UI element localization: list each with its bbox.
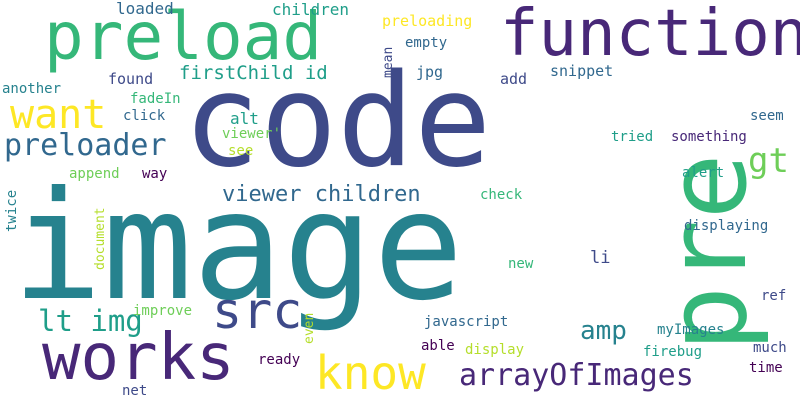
- word-twice: twice: [4, 189, 20, 232]
- word-loaded: loaded: [116, 0, 174, 18]
- word-children: children: [272, 0, 350, 19]
- word-ready: ready: [258, 352, 301, 368]
- word-empty: empty: [405, 35, 448, 51]
- word-works: works: [42, 321, 235, 395]
- word-image: image: [12, 160, 464, 334]
- word-ref: ref: [761, 288, 787, 304]
- word-preload: preload: [44, 0, 323, 75]
- word-firebug: firebug: [643, 344, 703, 360]
- word-myImages: myImages: [657, 322, 725, 338]
- word-function: function: [500, 0, 800, 71]
- word-amp: amp: [580, 316, 627, 346]
- word-viewer-children: viewer children: [222, 182, 421, 207]
- word-preloading: preloading: [382, 12, 473, 30]
- word-gt: gt: [748, 141, 789, 181]
- word-check: check: [480, 187, 523, 203]
- word-display: display: [465, 342, 525, 358]
- word-know: know: [315, 346, 426, 400]
- word-seem: seem: [750, 108, 784, 124]
- word-even: even: [302, 312, 317, 344]
- word-able: able: [421, 338, 455, 354]
- word-fadeIn: fadeIn: [130, 91, 181, 107]
- word-another: another: [2, 81, 62, 97]
- word-mean: mean: [381, 46, 396, 78]
- word-much: much: [753, 340, 787, 356]
- word-li: li: [590, 248, 611, 268]
- word-alt: alt: [230, 109, 259, 128]
- word-see: see: [228, 143, 254, 159]
- word-document: document: [93, 207, 108, 270]
- word-snippet: snippet: [550, 62, 614, 80]
- word-firstChild-id: firstChild id: [179, 62, 328, 84]
- word-improve: improve: [133, 303, 193, 319]
- word-add: add: [500, 70, 528, 88]
- word-preloader: preloader: [4, 128, 167, 163]
- word-code: code: [183, 47, 492, 196]
- word-viewer-q: viewer': [222, 126, 282, 142]
- word-src: src: [212, 282, 303, 340]
- word-tried: tried: [611, 129, 654, 145]
- word-found: found: [108, 70, 154, 88]
- word-jpg: jpg: [416, 63, 444, 81]
- word-displaying: displaying: [684, 218, 769, 234]
- word-time: time: [749, 360, 783, 376]
- word-javascript: javascript: [424, 314, 509, 330]
- word-new: new: [508, 256, 534, 272]
- word-click: click: [123, 108, 166, 124]
- word-want: want: [10, 92, 107, 138]
- word-lt-img: lt img: [38, 304, 143, 338]
- word-alert: alert: [682, 165, 725, 181]
- word-arrayOfImages: arrayOfImages: [459, 358, 694, 393]
- word-net: net: [122, 383, 148, 399]
- word-something: something: [671, 129, 747, 145]
- word-way: way: [142, 166, 168, 182]
- word-append: append: [69, 166, 120, 182]
